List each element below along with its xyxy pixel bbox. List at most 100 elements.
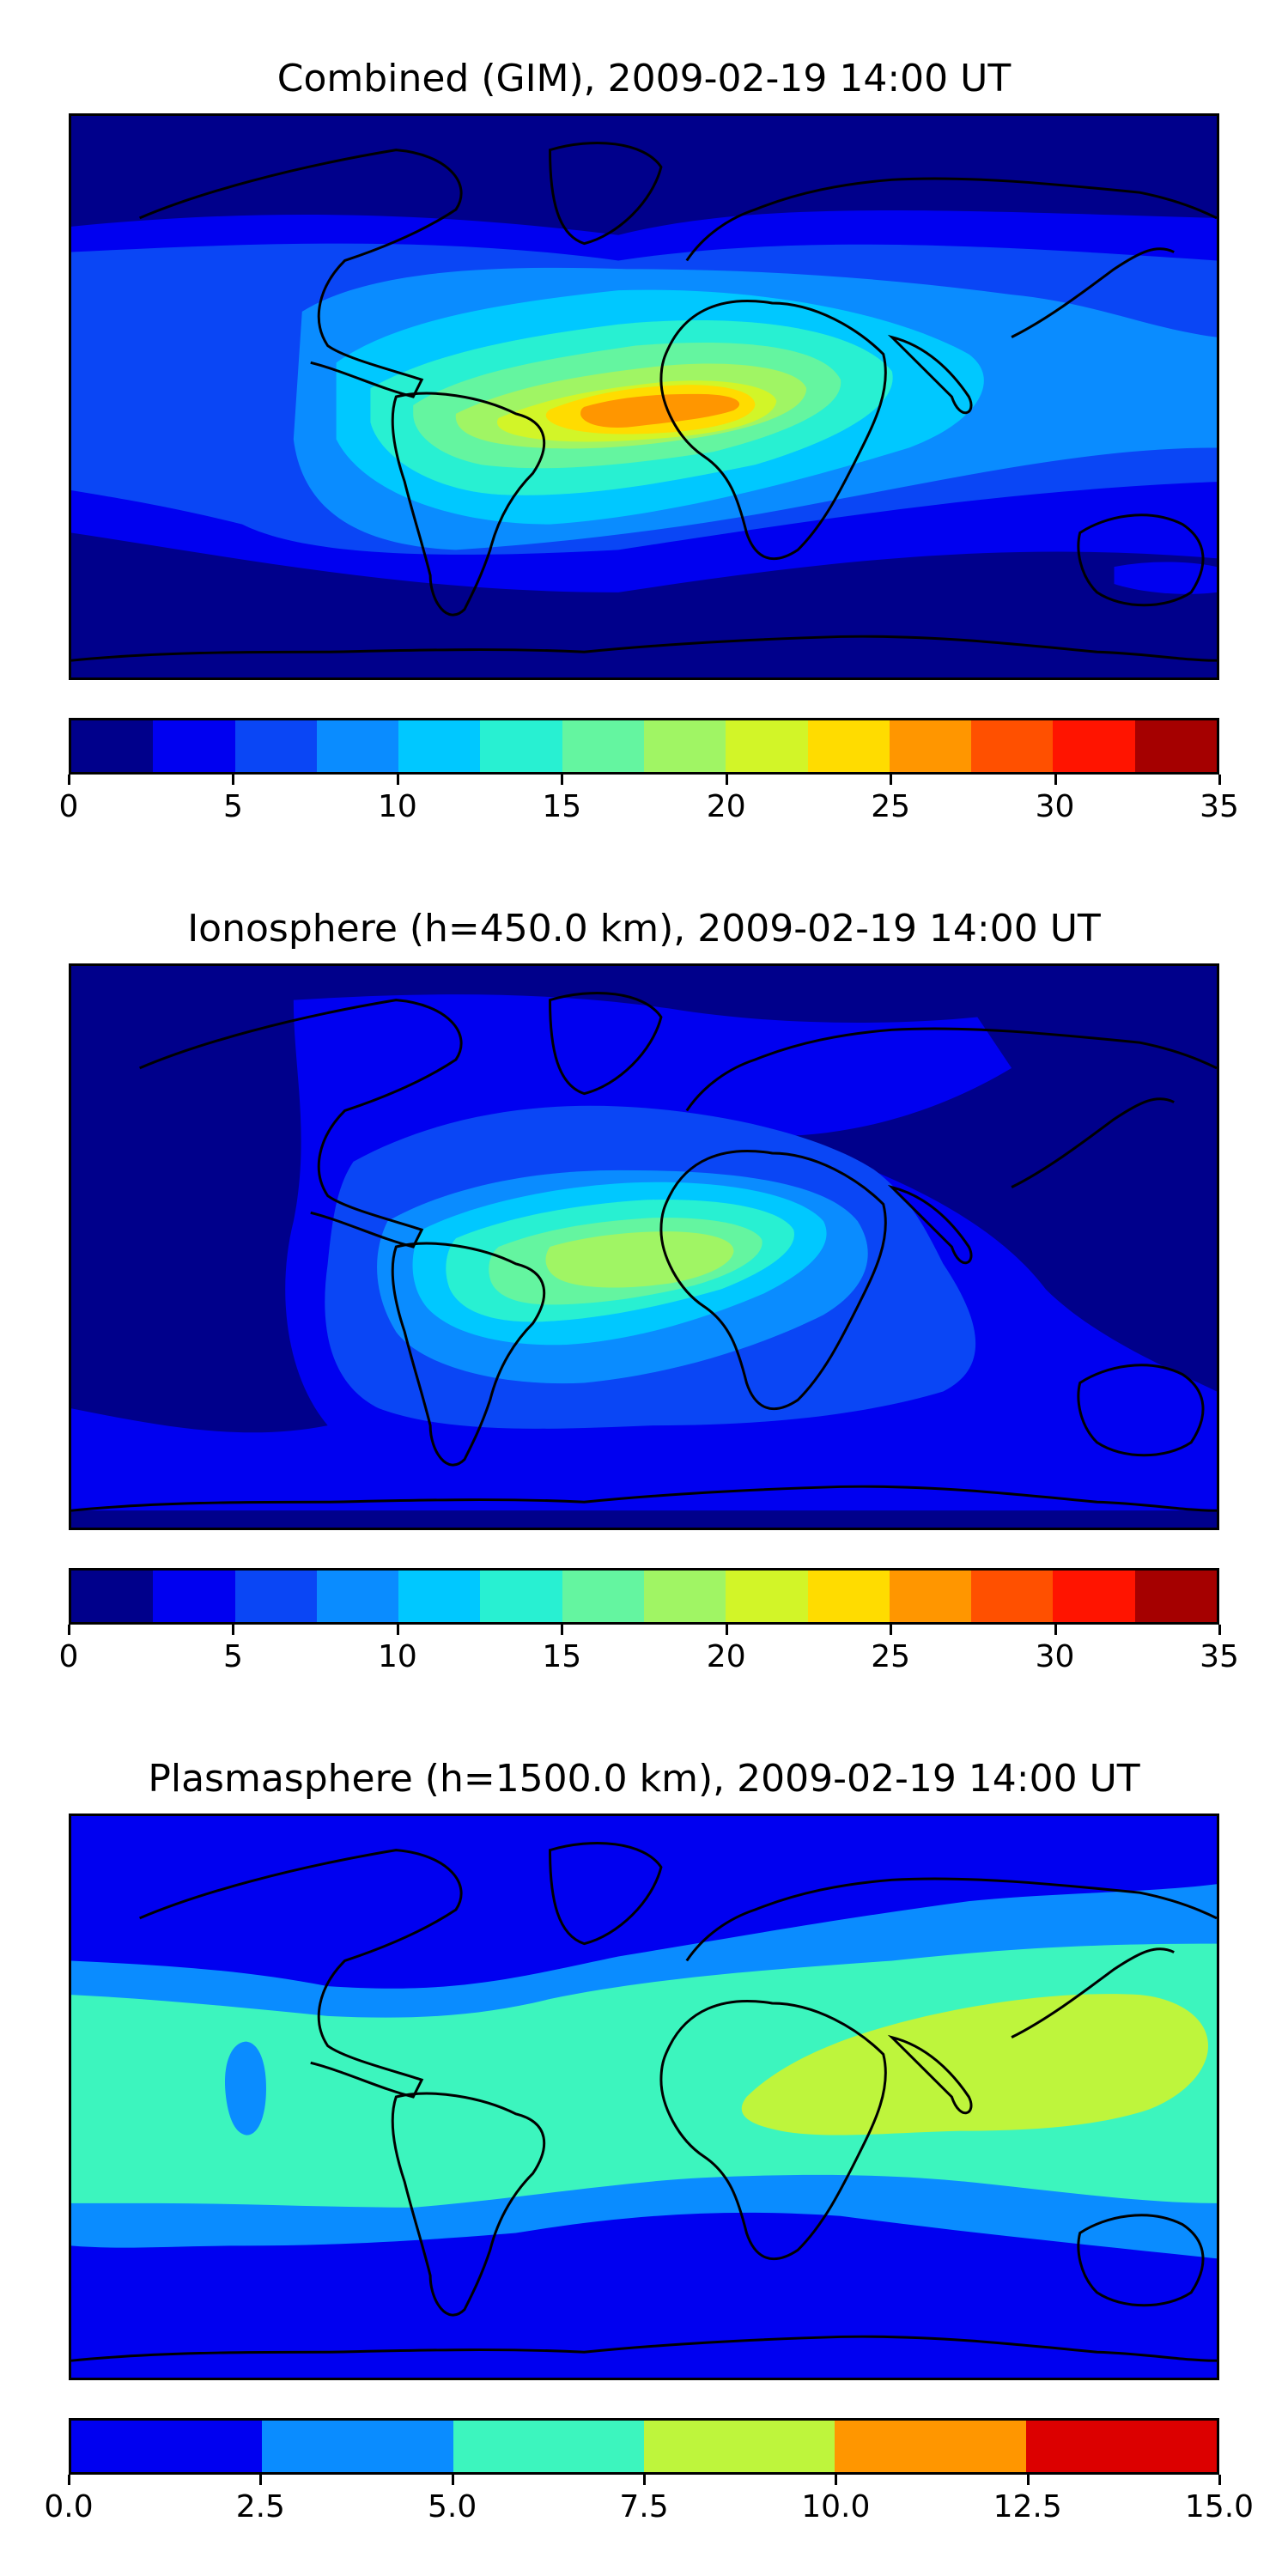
colorbar-tick-label: 25 [871, 1639, 911, 1674]
colorbar-tick-mark [725, 775, 728, 785]
chart-title-combined: Combined (GIM), 2009-02-19 14:00 UT [276, 57, 1012, 100]
chart-title-plasmasphere: Plasmasphere (h=1500.0 km), 2009-02-19 1… [148, 1757, 1140, 1801]
colorbar-tick-mark [1218, 2475, 1221, 2485]
colorbar-tick-label: 0 [58, 1639, 79, 1674]
colorbar-segment [234, 720, 317, 772]
colorbar-tick-mark [232, 1625, 235, 1635]
colorbar-tick-mark [561, 775, 564, 785]
coastlines [71, 992, 1217, 1512]
coastline-south-asia [887, 2034, 973, 2115]
colorbar-tick-mark [396, 1625, 399, 1635]
colorbar-tick-label: 30 [1035, 789, 1075, 824]
contour-level-2 [71, 1943, 1217, 2208]
colorbar-tick-mark [1054, 775, 1057, 785]
colorbar-tick-label: 2.5 [235, 2489, 285, 2524]
colorbar-segment [398, 1571, 481, 1622]
colorbar-segment [1025, 2421, 1217, 2472]
coastline-europe-asia [685, 177, 1217, 262]
contour-level-10 [580, 393, 740, 428]
coastlines [71, 142, 1217, 662]
coastline-south-america [391, 392, 546, 617]
colorbar-ticks-ionosphere: 0 5 10 15 20 25 30 35 [59, 1625, 1239, 1676]
colorbar-tick-mark [725, 1625, 728, 1635]
coastline-east-asia [1011, 1097, 1175, 1188]
coastlines [71, 1842, 1217, 2362]
coastline-europe-asia [685, 1027, 1217, 1112]
colorbar-tick-label: 25 [871, 789, 911, 824]
colorbar-plasmasphere [69, 2418, 1219, 2475]
coastline-north-america [139, 149, 463, 398]
map-plasmasphere [69, 1814, 1219, 2380]
colorbar-tick-mark [1218, 1625, 1221, 1635]
coastline-east-asia [1011, 247, 1175, 338]
colorbar-segment [453, 2421, 644, 2472]
coastline-europe-asia [685, 1877, 1217, 1962]
coastline-south-america [391, 2092, 546, 2317]
colorbar-segment [153, 720, 235, 772]
colorbar-segment [835, 2421, 1026, 2472]
colorbar-segment [153, 1571, 235, 1622]
coastline-australia [1077, 1364, 1205, 1457]
colorbar-tick-label: 10 [377, 1639, 417, 1674]
contour-level-1b [1114, 562, 1217, 594]
colorbar-tick-label: 5 [222, 1639, 243, 1674]
colorbar-segment [480, 1571, 562, 1622]
colorbar-tick-mark [259, 2475, 263, 2485]
colorbar-segment [643, 720, 726, 772]
coastline-australia [1077, 2214, 1205, 2307]
map-combined [69, 113, 1219, 680]
colorbar-tick-label: 10.0 [801, 2489, 871, 2524]
colorbar-segment [316, 1571, 399, 1622]
coastline-antarctica [71, 1485, 1217, 1512]
colorbar-tick-mark [396, 775, 399, 785]
coastline-africa [659, 1150, 887, 1410]
colorbar-tick-label: 5 [222, 789, 243, 824]
colorbar-segment [1134, 720, 1217, 772]
colorbar-segment [971, 1571, 1054, 1622]
colorbar-segment [889, 1571, 972, 1622]
coastline-east-asia [1011, 1947, 1175, 2038]
colorbar-segment [807, 720, 890, 772]
coastline-north-america [139, 1849, 463, 2099]
colorbar-segment [726, 720, 808, 772]
colorbar-tick-mark [561, 1625, 564, 1635]
coastline-antarctica [71, 635, 1217, 662]
colorbar-segment [643, 1571, 726, 1622]
colorbar-tick-label: 20 [706, 1639, 746, 1674]
colorbar-segment [71, 1571, 154, 1622]
coastline-south-asia [887, 334, 973, 415]
colorbar-segment [1053, 1571, 1135, 1622]
coastline-antarctica [71, 2335, 1217, 2362]
colorbar-tick-label: 12.5 [993, 2489, 1062, 2524]
colorbar-segment [398, 720, 481, 772]
colorbar-segment [643, 2421, 835, 2472]
colorbar-segment [971, 720, 1054, 772]
chart-title-ionosphere: Ionosphere (h=450.0 km), 2009-02-19 14:0… [187, 907, 1101, 951]
colorbar-tick-label: 15.0 [1184, 2489, 1255, 2524]
colorbar-tick-mark [1218, 775, 1221, 785]
colorbar-segment [316, 720, 399, 772]
colorbar-combined [69, 718, 1219, 775]
coastline-greenland [548, 1842, 663, 1946]
colorbar-segment [889, 720, 972, 772]
colorbar-tick-mark [890, 1625, 893, 1635]
coastline-africa [659, 300, 887, 560]
colorbar-ticks-plasmasphere: 0.0 2.5 5.0 7.5 10.0 12.5 15.0 [44, 2475, 1254, 2526]
colorbar-tick-mark [68, 775, 70, 785]
colorbar-tick-label: 10 [377, 789, 417, 824]
coastline-south-asia [887, 1184, 973, 1265]
colorbar-segment [480, 720, 562, 772]
colorbar-segment [807, 1571, 890, 1622]
colorbar-tick-label: 0.0 [44, 2489, 94, 2524]
contour-level-1b [224, 2041, 266, 2136]
colorbar-tick-mark [890, 775, 893, 785]
coastline-north-america [139, 999, 463, 1249]
colorbar-tick-mark [451, 2475, 454, 2485]
colorbar-tick-mark [68, 1625, 70, 1635]
contour-level-3 [741, 1994, 1209, 2136]
coastline-australia [1077, 513, 1205, 607]
coastline-africa [659, 2000, 887, 2260]
colorbar-segment [71, 720, 154, 772]
colorbar-tick-mark [1054, 1625, 1057, 1635]
colorbar-segment [726, 1571, 808, 1622]
